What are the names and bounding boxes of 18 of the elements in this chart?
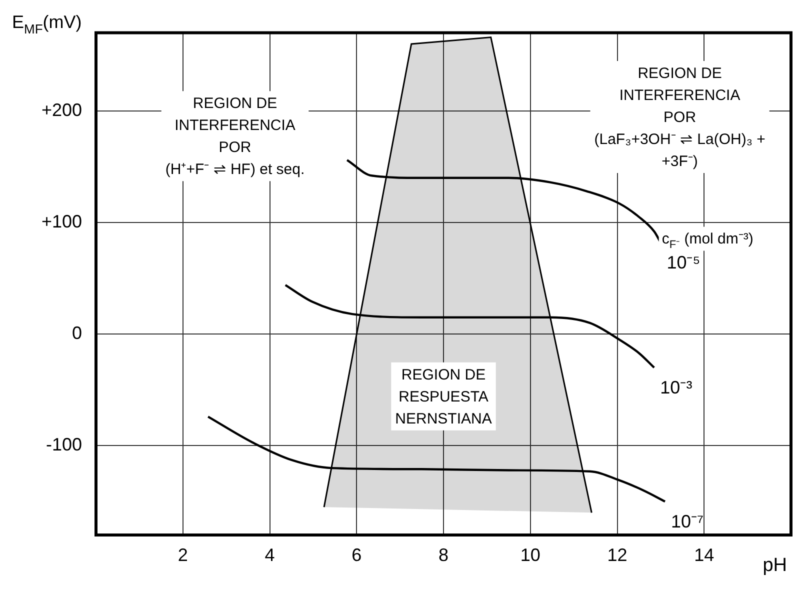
y-tick-label: 0 xyxy=(72,323,82,344)
y-tick-label: +100 xyxy=(41,211,82,232)
x-axis-title: pH xyxy=(762,555,788,576)
x-tick-label: 6 xyxy=(352,544,362,565)
annotation: REGION DE RESPUESTA NERNSTIANA xyxy=(395,366,492,428)
x-tick-label: 14 xyxy=(694,544,714,565)
x-tick-label: 8 xyxy=(438,544,449,565)
series-label: 10⁻⁷ xyxy=(671,512,704,532)
x-tick-label: 12 xyxy=(607,544,628,565)
annotation: REGION DE INTERFERENCIA POR (LaF₃+3OH⁻ ⇌ La(OH)₃ + +3F⁻) xyxy=(594,65,766,170)
y-tick-label: +200 xyxy=(41,100,82,120)
y-tick-label: -100 xyxy=(46,434,82,455)
x-tick-label: 10 xyxy=(520,544,540,565)
x-tick-label: 4 xyxy=(264,544,275,565)
x-tick-label: 2 xyxy=(178,544,188,565)
series-label: 10⁻⁵ xyxy=(666,252,700,273)
series-label: 10⁻³ xyxy=(660,378,692,398)
annotation: REGION DE INTERFERENCIA POR (H⁺+F⁻ ⇌ HF) et seq. xyxy=(165,95,305,178)
